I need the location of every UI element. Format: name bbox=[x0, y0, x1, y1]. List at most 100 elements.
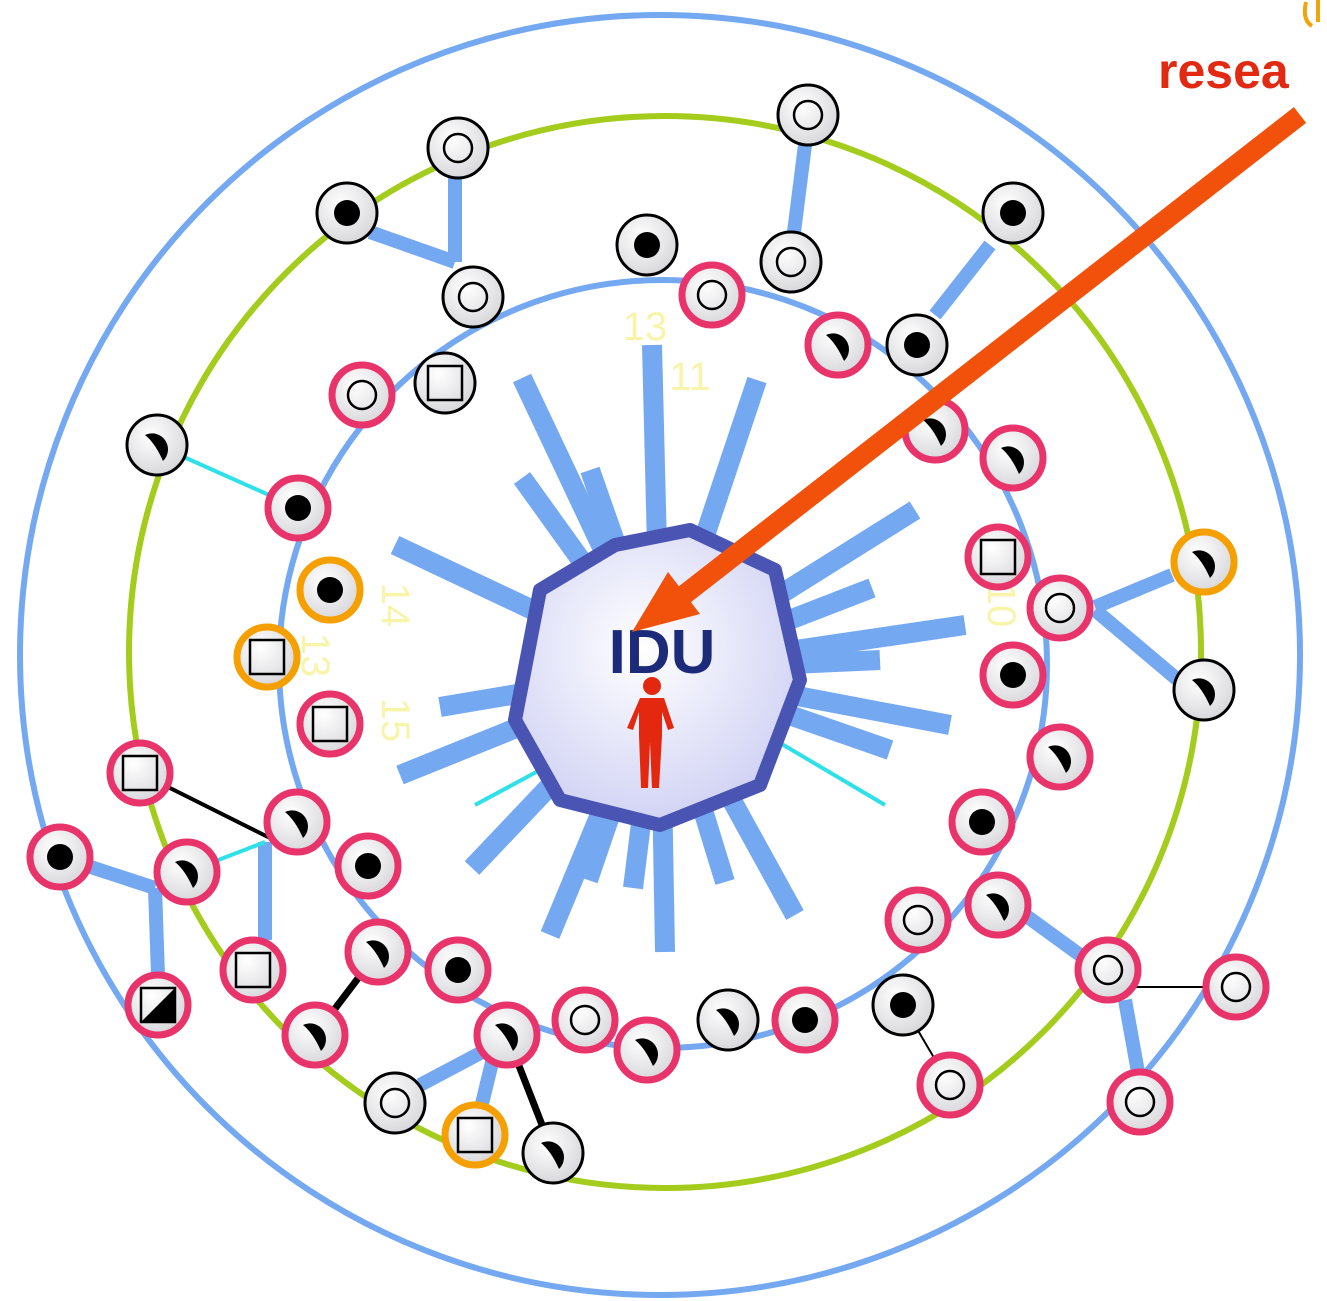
node-ring bbox=[445, 1105, 505, 1165]
node-symbol bbox=[1000, 662, 1026, 688]
node-ring bbox=[428, 118, 488, 178]
node bbox=[1110, 1072, 1170, 1132]
node bbox=[1174, 660, 1234, 720]
node bbox=[761, 232, 821, 292]
node-symbol bbox=[317, 577, 343, 603]
node-symbol bbox=[47, 844, 73, 870]
node bbox=[888, 890, 948, 950]
node bbox=[317, 183, 377, 243]
node-ring bbox=[300, 694, 360, 754]
node-ring bbox=[415, 353, 475, 413]
node-symbol bbox=[445, 957, 471, 983]
node bbox=[617, 215, 677, 275]
link bbox=[1095, 575, 1172, 607]
spoke-label: 14 bbox=[373, 583, 417, 628]
node bbox=[983, 645, 1043, 705]
node-ring bbox=[1206, 957, 1266, 1017]
node-symbol bbox=[634, 232, 660, 258]
node bbox=[332, 365, 392, 425]
node-ring bbox=[761, 232, 821, 292]
node-symbol bbox=[1000, 200, 1026, 226]
node-symbol bbox=[355, 853, 381, 879]
node-ring bbox=[968, 527, 1028, 587]
link bbox=[370, 232, 455, 262]
spoke-label: 11 bbox=[669, 355, 711, 399]
cropped-glyph bbox=[1305, 0, 1318, 26]
link bbox=[935, 245, 990, 315]
node-ring bbox=[110, 743, 170, 803]
node-symbol bbox=[890, 992, 916, 1018]
node bbox=[443, 267, 503, 327]
node bbox=[698, 990, 758, 1050]
node-symbol bbox=[792, 1007, 818, 1033]
node bbox=[338, 836, 398, 896]
link bbox=[1025, 915, 1080, 955]
spoke-label: 15 bbox=[373, 698, 417, 743]
node bbox=[1030, 727, 1090, 787]
node bbox=[300, 694, 360, 754]
node bbox=[952, 792, 1012, 852]
node-symbol bbox=[285, 495, 311, 521]
node bbox=[968, 527, 1028, 587]
node-symbol bbox=[969, 809, 995, 835]
node bbox=[1206, 957, 1266, 1017]
node bbox=[1030, 578, 1090, 638]
node bbox=[983, 183, 1043, 243]
node-ring bbox=[223, 940, 283, 1000]
network-diagram: 13 11 14 13 15 10 IDU resea bbox=[0, 0, 1327, 1301]
node bbox=[128, 975, 188, 1035]
node bbox=[223, 940, 283, 1000]
node bbox=[428, 940, 488, 1000]
node-ring bbox=[1030, 578, 1090, 638]
node-ring bbox=[555, 990, 615, 1050]
node-ring bbox=[1110, 1072, 1170, 1132]
node bbox=[523, 1123, 583, 1183]
spoke-label: 13 bbox=[623, 305, 668, 349]
node bbox=[285, 1005, 345, 1065]
node bbox=[887, 315, 947, 375]
node bbox=[267, 792, 327, 852]
node bbox=[775, 990, 835, 1050]
node bbox=[110, 743, 170, 803]
node-ring bbox=[237, 627, 297, 687]
node bbox=[617, 1020, 677, 1080]
node bbox=[348, 922, 408, 982]
callout-text: resea bbox=[1158, 43, 1290, 99]
node bbox=[555, 990, 615, 1050]
node bbox=[808, 315, 868, 375]
link bbox=[1125, 1000, 1138, 1072]
node bbox=[477, 1005, 537, 1065]
node bbox=[268, 478, 328, 538]
node bbox=[682, 265, 742, 325]
link bbox=[1095, 610, 1178, 680]
link bbox=[794, 145, 805, 232]
node-ring bbox=[1078, 940, 1138, 1000]
node bbox=[415, 353, 475, 413]
node-symbol bbox=[904, 332, 930, 358]
node bbox=[873, 975, 933, 1035]
node bbox=[983, 428, 1043, 488]
node bbox=[778, 85, 838, 145]
node-ring bbox=[443, 267, 503, 327]
node-ring bbox=[365, 1073, 425, 1133]
node bbox=[300, 560, 360, 620]
node-ring bbox=[682, 265, 742, 325]
node-symbol bbox=[334, 200, 360, 226]
node bbox=[127, 415, 187, 475]
node bbox=[445, 1105, 505, 1165]
node bbox=[157, 842, 217, 902]
page: 13 11 14 13 15 10 IDU resea (() => { con… bbox=[0, 0, 1327, 1301]
node bbox=[968, 875, 1028, 935]
node bbox=[30, 827, 90, 887]
node-ring bbox=[888, 890, 948, 950]
link bbox=[155, 888, 158, 975]
node-ring bbox=[778, 85, 838, 145]
node bbox=[428, 118, 488, 178]
node bbox=[920, 1055, 980, 1115]
node bbox=[1078, 940, 1138, 1000]
node-ring bbox=[332, 365, 392, 425]
node bbox=[1174, 532, 1234, 592]
center-label: IDU bbox=[609, 618, 716, 687]
node bbox=[365, 1073, 425, 1133]
node-ring bbox=[920, 1055, 980, 1115]
